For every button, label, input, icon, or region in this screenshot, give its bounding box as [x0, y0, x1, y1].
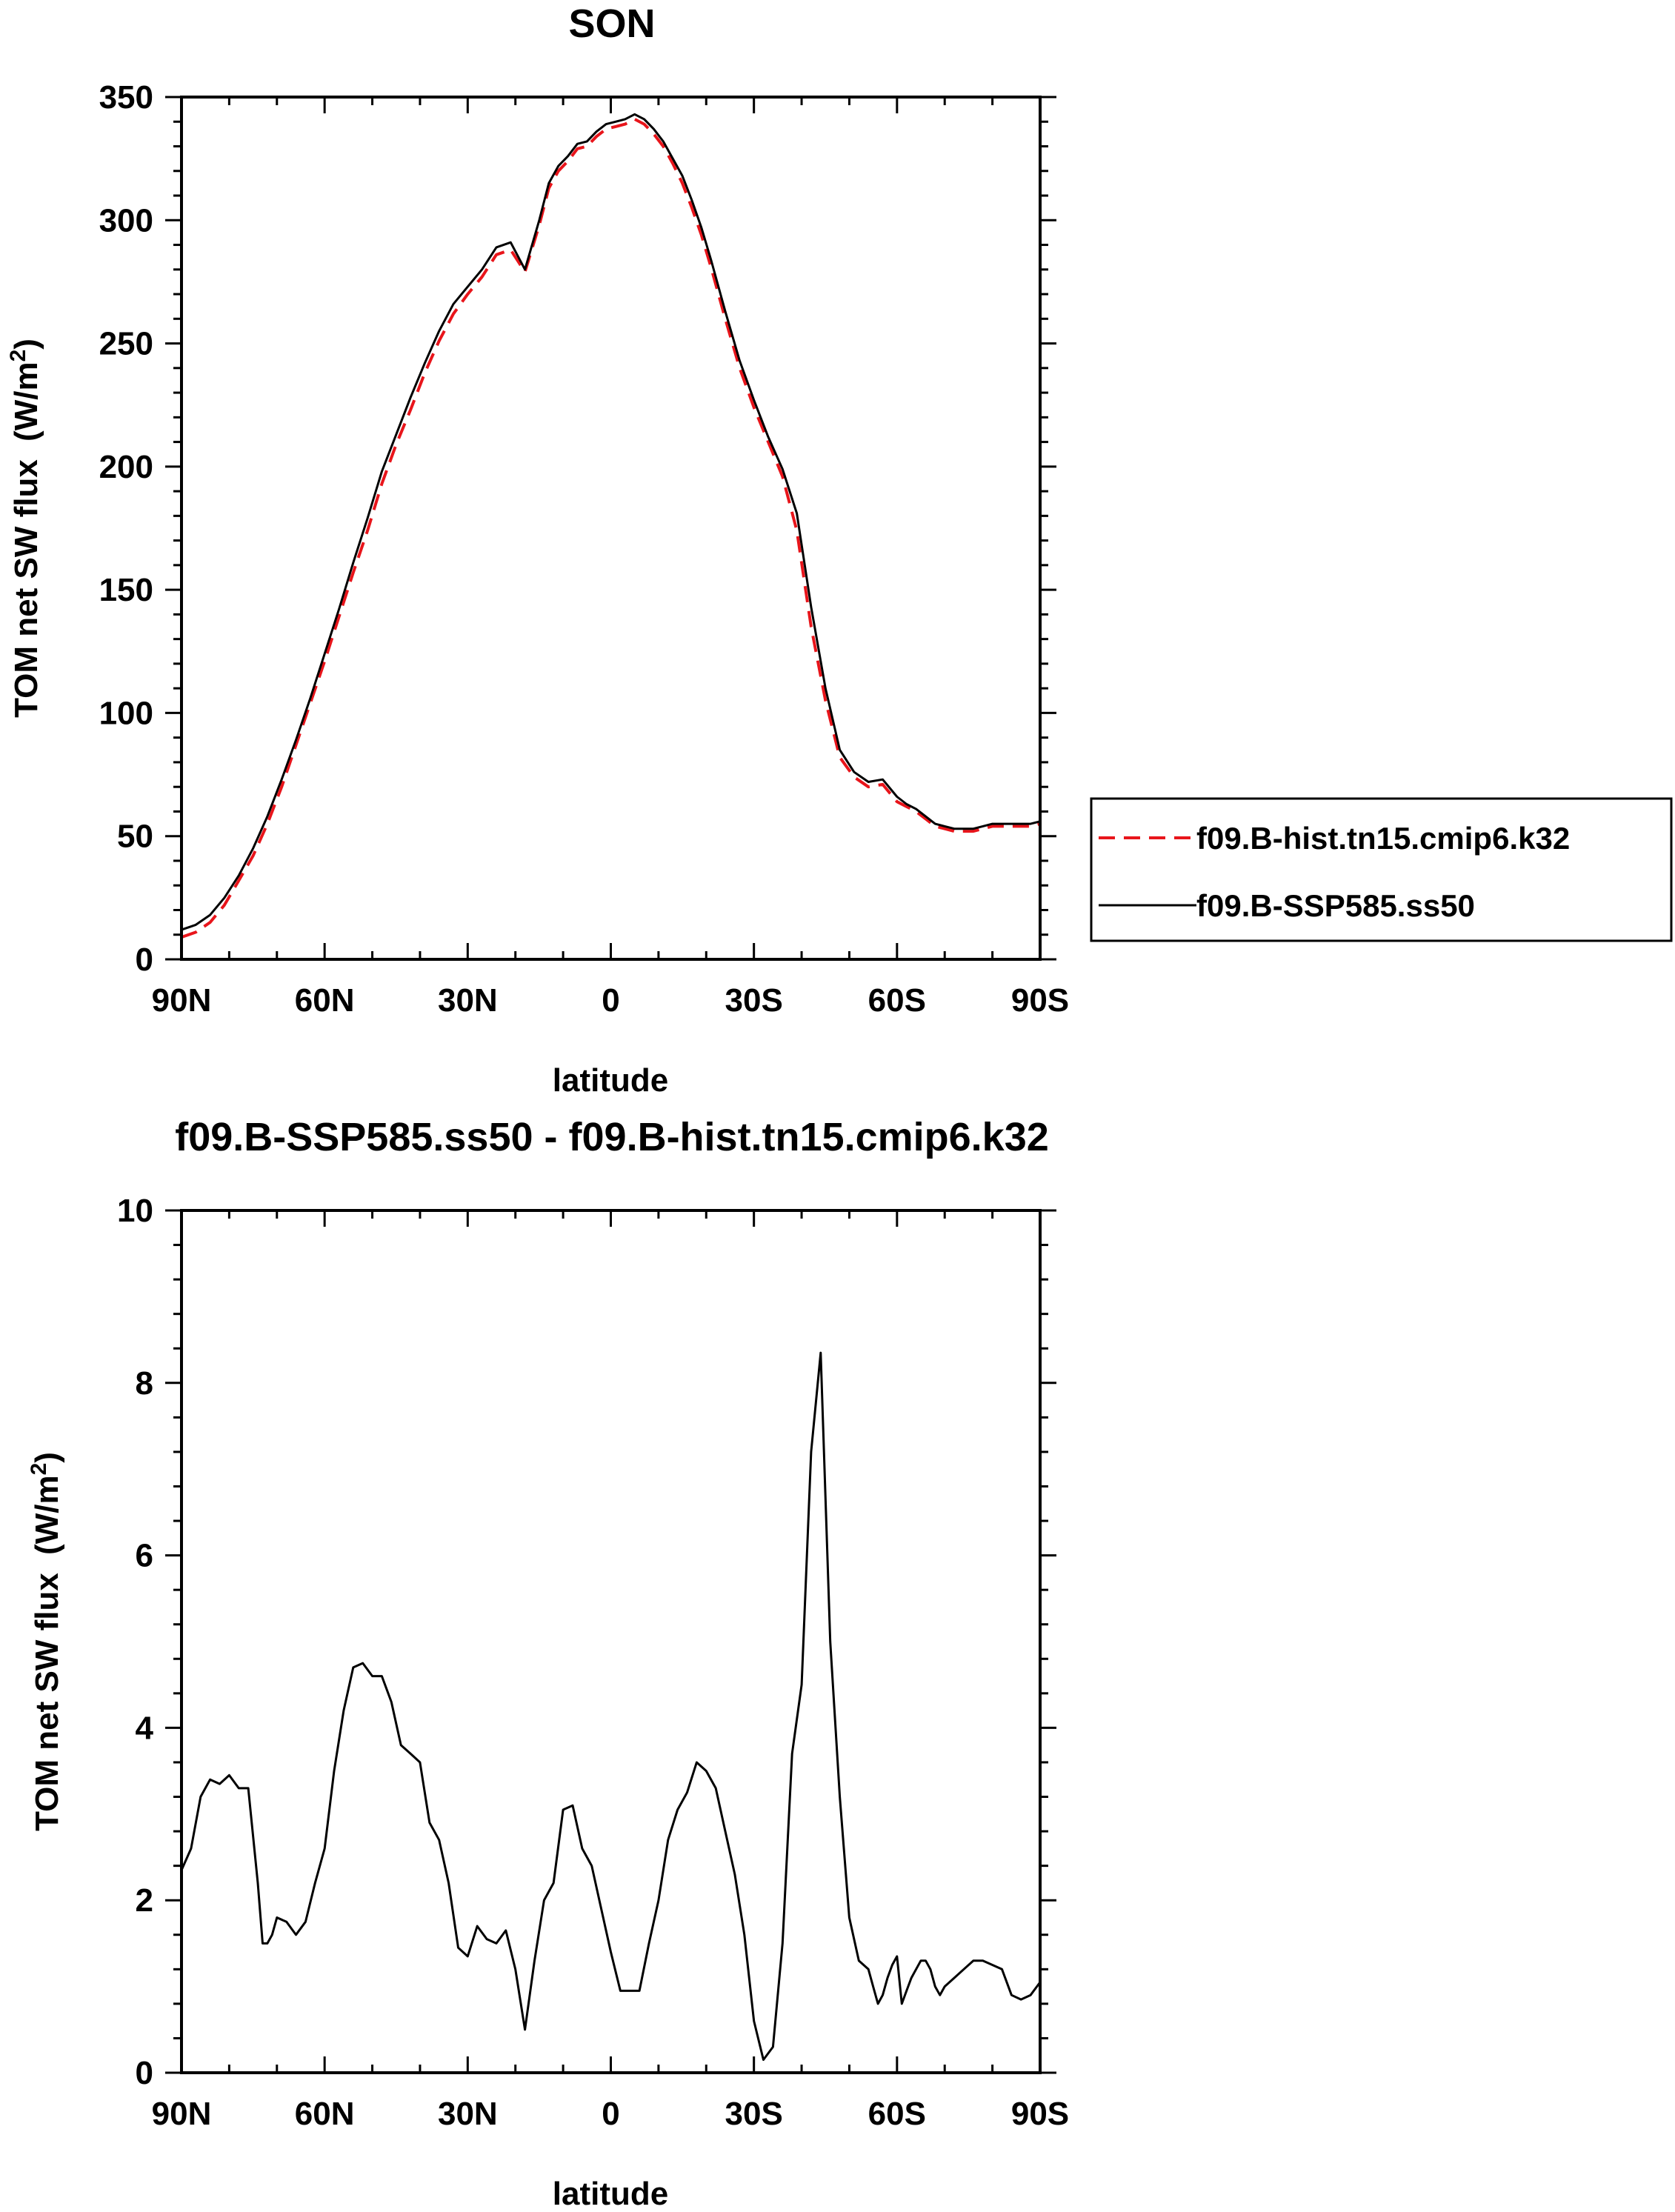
- y-tick-label: 150: [99, 572, 153, 608]
- y-tick-label: 50: [117, 819, 153, 855]
- y-tick-label: 2: [136, 1882, 153, 1919]
- series-line-a: [181, 117, 1041, 939]
- plot-frame: [180, 96, 1042, 961]
- x-tick-label: 30N: [438, 982, 498, 1019]
- y-tick-label: 300: [99, 202, 153, 239]
- x-tick-label: 60N: [295, 2096, 355, 2132]
- legend: f09.B-hist.tn15.cmip6.k32 f09.B-SSP585.s…: [1090, 797, 1673, 942]
- y-tick-label: 100: [99, 695, 153, 731]
- x-tick-label: 90S: [1011, 2096, 1069, 2132]
- x-tick-label: 30S: [725, 2096, 783, 2132]
- x-tick-label: 30N: [438, 2096, 498, 2132]
- x-axis-title: latitude: [553, 2176, 668, 2212]
- y-axis-title: TOM net SW flux (W/m2): [6, 339, 45, 718]
- x-tick-label: 60S: [868, 2096, 926, 2132]
- x-tick-label: 90N: [152, 2096, 212, 2132]
- x-tick-label: 90S: [1011, 982, 1069, 1019]
- chart-title: SON: [568, 1, 655, 46]
- y-tick-label: 200: [99, 449, 153, 485]
- y-tick-label: 4: [136, 1710, 154, 1746]
- y-tick-label: 0: [136, 942, 153, 978]
- legend-label-ssp: f09.B-SSP585.ss50: [1196, 888, 1475, 923]
- legend-box: [1090, 797, 1673, 942]
- x-tick-label: 60S: [868, 982, 926, 1019]
- x-tick-label: 30S: [725, 982, 783, 1019]
- x-tick-label: 0: [602, 982, 619, 1019]
- x-tick-label: 60N: [295, 982, 355, 1019]
- y-axis-title: TOM net SW flux (W/m2): [27, 1452, 66, 1831]
- series-line-b: [181, 113, 1041, 931]
- chart-title: f09.B-SSP585.ss50 - f09.B-hist.tn15.cmip…: [175, 1115, 1049, 1159]
- chart-son: SON 90N 60N 30N 0 30S 60S 90S 0 50 100 150 200 250 30…: [6, 1, 1673, 1099]
- legend-label-hist: f09.B-hist.tn15.cmip6.k32: [1196, 821, 1570, 856]
- chart-difference: f09.B-SSP585.ss50 - f09.B-hist.tn15.cmip…: [27, 1115, 1070, 2212]
- y-tick-label: 0: [136, 2055, 153, 2091]
- y-tick-label: 10: [117, 1193, 153, 1229]
- series-line-a: [180, 1351, 1042, 2061]
- y-tick-label: 250: [99, 326, 153, 362]
- y-tick-label: 6: [136, 1538, 153, 1574]
- plot-frame: [180, 1209, 1042, 2074]
- y-tick-label: 8: [136, 1365, 153, 1402]
- y-tick-label: 350: [99, 79, 153, 116]
- x-tick-label: 0: [602, 2096, 619, 2132]
- x-tick-label: 90N: [152, 982, 212, 1019]
- x-axis-title: latitude: [553, 1062, 668, 1099]
